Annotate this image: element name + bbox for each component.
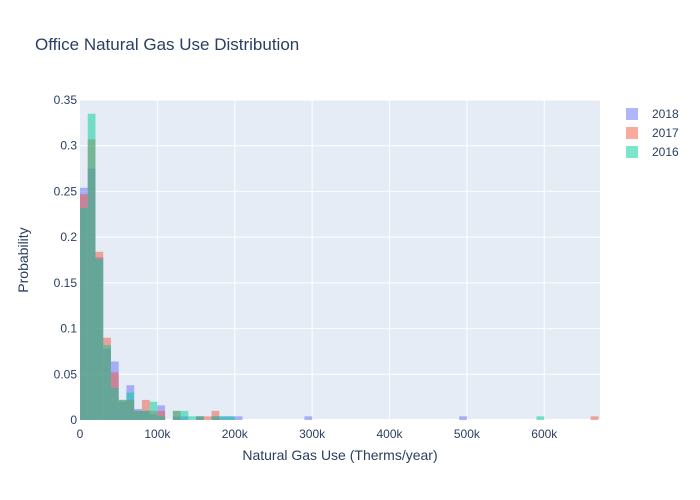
histogram-bar: [103, 345, 111, 420]
legend-label: 2016: [652, 145, 679, 159]
histogram-bar: [157, 416, 166, 420]
gridlines: [80, 99, 600, 421]
histogram-bar: [87, 113, 96, 420]
y-tick-label: 0: [70, 413, 77, 427]
histogram-bar: [157, 410, 166, 420]
legend: 2018 2017 2016: [626, 107, 679, 159]
histogram-bar: [590, 416, 599, 420]
histogram-bar: [180, 410, 189, 420]
histogram-bar: [80, 207, 88, 420]
y-tick-label: 0.25: [54, 184, 78, 198]
histogram-bars: [80, 113, 599, 421]
histogram-bar: [536, 416, 545, 420]
x-tick-label: 400k: [377, 427, 404, 441]
y-tick-label: 0.15: [54, 276, 78, 290]
series-2016: [80, 113, 545, 420]
histogram-bar: [134, 410, 142, 420]
legend-label: 2018: [652, 107, 679, 121]
y-tick-label: 0.05: [54, 367, 78, 381]
x-tick-label: 100k: [144, 427, 171, 441]
histogram-bar: [172, 410, 181, 420]
x-tick-label: 500k: [454, 427, 481, 441]
histogram-bar: [459, 416, 467, 420]
histogram-bar: [219, 416, 228, 420]
histogram-bar: [211, 416, 220, 420]
legend-item-2016[interactable]: 2016: [626, 145, 679, 159]
x-tick-label: 200k: [222, 427, 249, 441]
histogram-bar: [118, 399, 127, 420]
histogram-bar: [227, 416, 235, 420]
x-axis-ticks: 0 100k 200k 300k 400k 500k 600k: [77, 427, 559, 441]
x-tick-label: 600k: [531, 427, 558, 441]
legend-item-2018[interactable]: 2018: [626, 107, 679, 121]
legend-swatch: [626, 127, 638, 139]
plot-area: [80, 100, 600, 420]
histogram-bar: [95, 259, 104, 420]
y-tick-label: 0.1: [60, 322, 77, 336]
histogram-bar: [126, 392, 135, 420]
legend-label: 2017: [652, 126, 679, 140]
legend-swatch: [626, 146, 638, 158]
y-tick-label: 0.3: [60, 139, 77, 153]
x-tick-label: 300k: [299, 427, 326, 441]
histogram-bar: [234, 416, 243, 420]
histogram-bar: [203, 416, 212, 420]
x-tick-label: 0: [77, 427, 84, 441]
legend-swatch: [626, 108, 638, 120]
histogram-bar: [141, 399, 150, 420]
y-axis-ticks: 0 0.05 0.1 0.15 0.2 0.25 0.3 0.35: [54, 93, 78, 427]
histogram-bar: [196, 416, 204, 420]
legend-item-2017[interactable]: 2017: [626, 126, 679, 140]
y-tick-label: 0.35: [54, 93, 78, 107]
histogram-bar: [188, 416, 197, 420]
chart-title: Office Natural Gas Use Distribution: [35, 35, 299, 54]
histogram-bar: [141, 410, 150, 420]
y-tick-label: 0.2: [60, 230, 77, 244]
histogram-bar: [149, 401, 158, 420]
histogram-bar: [211, 410, 220, 420]
x-axis-title: Natural Gas Use (Therms/year): [242, 447, 437, 463]
y-axis-title: Probability: [15, 227, 31, 292]
histogram-bar: [304, 416, 313, 420]
histogram-bar: [110, 388, 119, 420]
